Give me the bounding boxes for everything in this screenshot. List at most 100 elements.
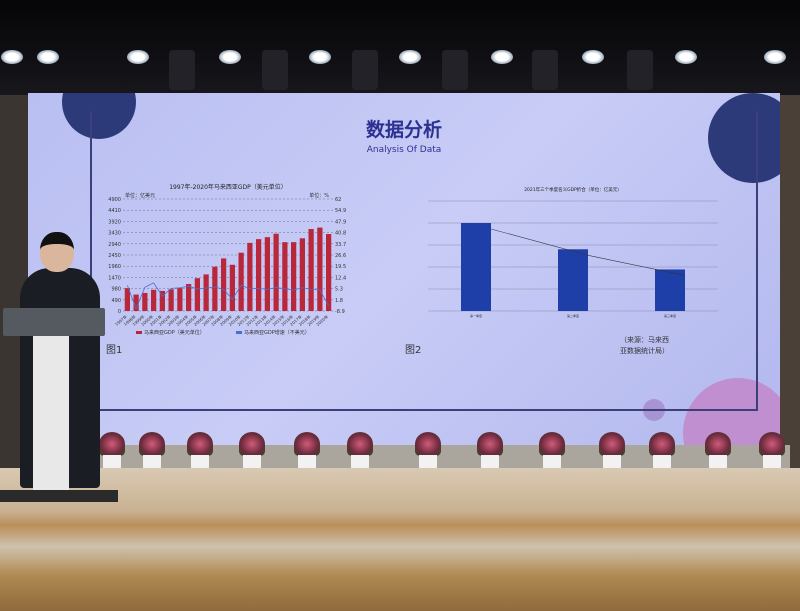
chart1-bar <box>221 258 227 311</box>
chart1-bar <box>308 229 314 311</box>
chart1-ytick: 2940 <box>108 242 121 248</box>
potted-plant <box>99 432 125 456</box>
light-fixture <box>352 50 378 90</box>
chart1-ytick: 3430 <box>108 231 121 237</box>
potted-plant <box>477 432 503 456</box>
chart1-ytick: 0 <box>118 309 121 315</box>
ceiling-lights <box>0 0 800 95</box>
chart1-bar <box>212 266 218 311</box>
chart1-bar <box>326 234 332 311</box>
chart1-bar <box>142 292 148 311</box>
stage-light <box>764 50 786 64</box>
figure2-label: 图2 <box>405 345 422 356</box>
potted-plant <box>599 432 625 456</box>
podium-stand <box>33 336 69 496</box>
stage-floor <box>0 468 800 611</box>
chart1-ytick: 490 <box>111 298 121 304</box>
plant-pot <box>763 455 781 470</box>
chart1-bar <box>203 274 209 311</box>
stage-light <box>309 50 331 64</box>
plant-pot <box>603 455 621 470</box>
chart1-legend-growth: 马来西亚GDP增速（不美元） <box>244 329 310 336</box>
chart1-bar <box>238 252 244 311</box>
chart1-ytick: 1470 <box>108 275 121 281</box>
chart1-y2tick: 47.9 <box>335 219 346 225</box>
chart1-bar <box>194 278 200 311</box>
chart1-bar <box>159 290 165 311</box>
chart1-bar <box>229 264 235 311</box>
chart1-y2tick: 5.3 <box>335 287 343 293</box>
light-fixture <box>532 50 558 90</box>
presenter-head <box>40 232 74 272</box>
plant-pot <box>298 455 316 470</box>
plant-pot <box>103 455 121 470</box>
chart1-y2tick: 12.4 <box>335 275 346 281</box>
chart1-bar <box>151 289 157 311</box>
chart1-bar <box>264 237 270 311</box>
chart2-xtick: 第二季度 <box>567 313 579 318</box>
chart1-y2tick: 40.8 <box>335 231 346 237</box>
plant-pot <box>653 455 671 470</box>
stage-light <box>675 50 697 64</box>
chart2-title: 2021年三个季度名义GDP折合（单位：亿美元） <box>524 186 622 193</box>
chart1-y2label: 单位：% <box>309 192 329 199</box>
stage-light <box>1 50 23 64</box>
chart1-bar <box>177 288 183 311</box>
decor-circle <box>708 93 780 183</box>
slide-frame <box>90 111 758 411</box>
slide-title: 数据分析 <box>365 119 442 141</box>
stage-light <box>219 50 241 64</box>
chart1-bar <box>317 227 323 311</box>
chart1-bar <box>133 294 139 311</box>
chart1-bar <box>256 239 262 311</box>
plant-pot <box>351 455 369 470</box>
slide-subtitle: Analysis Of Data <box>366 145 442 155</box>
potted-plant <box>294 432 320 456</box>
chart1-growth-line <box>127 282 329 310</box>
chart1-ytick: 4900 <box>108 197 121 203</box>
chart2-bar <box>655 269 685 311</box>
potted-plant <box>415 432 441 456</box>
potted-plant <box>347 432 373 456</box>
chart1-title: 1997年-2020年马来西亚GDP（美元单位） <box>169 183 287 191</box>
chart2-xtick: 第三季度 <box>664 313 676 318</box>
stage-light <box>37 50 59 64</box>
chart1-legend-swatch <box>236 331 242 334</box>
chart1-y2tick: 26.6 <box>335 253 346 259</box>
stage-light <box>582 50 604 64</box>
chart1-y2tick: 33.7 <box>335 242 346 248</box>
podium-top <box>3 308 105 336</box>
light-fixture <box>442 50 468 90</box>
chart1-ytick: 2450 <box>108 253 121 259</box>
chart1-y2tick: 19.5 <box>335 264 346 270</box>
chart1-bar <box>124 288 130 311</box>
light-fixture <box>262 50 288 90</box>
chart1-y2tick: 54.9 <box>335 208 346 214</box>
chart1-bar <box>291 242 297 311</box>
plant-pot <box>191 455 209 470</box>
stage-light <box>127 50 149 64</box>
plant-pot <box>243 455 261 470</box>
figure1-label: 图1 <box>106 345 123 356</box>
light-fixture <box>627 50 653 90</box>
chart2-bar <box>558 249 588 311</box>
potted-plant <box>187 432 213 456</box>
chart1-y2tick: -8.9 <box>335 309 345 315</box>
chart1-bar <box>186 284 192 311</box>
right-wall <box>780 95 800 475</box>
chart2-bar <box>461 223 491 311</box>
chart1-ytick: 4410 <box>108 208 121 214</box>
chart2-trendline <box>490 228 686 276</box>
light-fixture <box>169 50 195 90</box>
chart1-ytick: 3920 <box>108 219 121 225</box>
chart1-bar <box>273 233 279 311</box>
plant-pot <box>543 455 561 470</box>
chart1-y2tick: 1.8 <box>335 298 343 304</box>
podium-base <box>0 490 118 502</box>
stage-light <box>491 50 513 64</box>
chart1-bar <box>299 238 305 311</box>
plant-pot <box>709 455 727 470</box>
chart1-ylabel: 单位：亿美元 <box>125 192 155 199</box>
potted-plant <box>139 432 165 456</box>
potted-plant <box>239 432 265 456</box>
